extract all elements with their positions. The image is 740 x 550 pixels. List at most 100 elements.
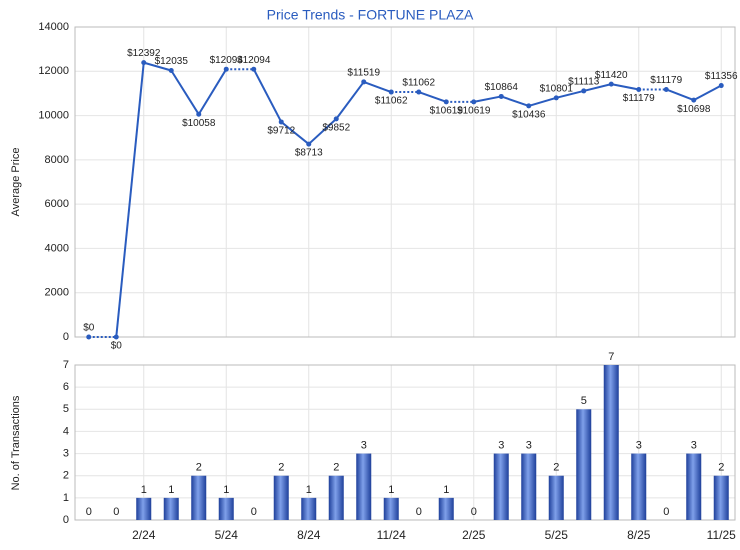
data-label: $8713	[295, 148, 323, 159]
data-label: 0	[251, 506, 257, 518]
data-label: 2	[196, 462, 202, 474]
point	[86, 334, 92, 340]
line-segment	[665, 88, 695, 102]
bar	[301, 497, 317, 520]
data-label: $12035	[155, 56, 189, 67]
x-tick-label: 5/24	[215, 528, 239, 542]
bar	[548, 475, 564, 520]
data-label: 0	[113, 506, 119, 518]
point	[636, 86, 642, 92]
data-label: 0	[663, 506, 669, 518]
point	[663, 86, 669, 92]
y-tick-label: 0	[63, 514, 69, 526]
point	[608, 81, 614, 87]
bar	[136, 497, 152, 520]
point	[333, 116, 339, 122]
data-label: 1	[443, 484, 449, 496]
x-tick-label: 2/24	[132, 528, 156, 542]
point	[361, 79, 367, 85]
point	[443, 99, 449, 105]
data-label: $9712	[267, 126, 295, 137]
data-label: $12094	[210, 55, 244, 66]
line-segment	[197, 68, 228, 115]
y-tick-label: 6	[63, 381, 69, 393]
bar	[631, 453, 647, 520]
data-label: 7	[608, 351, 614, 363]
data-label: 2	[718, 462, 724, 474]
data-label: $10801	[540, 83, 574, 94]
data-label: 3	[498, 439, 504, 451]
bar	[163, 497, 179, 520]
bar	[686, 453, 702, 520]
line-segment	[693, 84, 722, 101]
point	[223, 66, 229, 72]
x-tick-label: 2/25	[462, 528, 486, 542]
data-label: $10698	[677, 104, 711, 115]
bar	[356, 453, 372, 520]
point	[691, 97, 697, 103]
data-label: $11179	[623, 93, 655, 104]
point	[498, 93, 504, 99]
data-label: $11113	[568, 77, 600, 88]
bar	[603, 365, 619, 520]
bar	[713, 475, 729, 520]
line-segment	[418, 91, 447, 103]
y-tick-label: 3	[63, 447, 69, 459]
point	[168, 68, 174, 74]
data-label: $10436	[512, 110, 546, 121]
y-tick-label: 0	[63, 331, 69, 343]
line-segment	[308, 118, 337, 145]
data-label: 0	[86, 506, 92, 518]
y-tick-label: 4	[63, 425, 69, 437]
data-label: 1	[168, 484, 174, 496]
point	[553, 95, 559, 101]
data-label: 3	[636, 439, 642, 451]
data-label: 3	[361, 439, 367, 451]
data-label: 3	[526, 439, 532, 451]
line-segment	[500, 95, 530, 107]
y-tick-label: 14000	[38, 21, 69, 33]
data-label: $11356	[705, 71, 738, 82]
data-label: 1	[306, 484, 312, 496]
point	[388, 89, 394, 95]
data-label: 2	[333, 462, 339, 474]
data-label: $12392	[127, 48, 161, 59]
bar	[521, 453, 537, 520]
data-label: $10058	[182, 118, 216, 129]
y-tick-label: 12000	[38, 65, 69, 77]
data-label: $0	[111, 341, 123, 352]
line-segment	[473, 95, 502, 103]
point	[471, 99, 477, 105]
data-label: $10619	[457, 106, 491, 117]
data-label: $11179	[650, 75, 682, 86]
data-label: 0	[471, 506, 477, 518]
point	[251, 66, 257, 72]
line-segment	[583, 83, 612, 92]
bar	[273, 475, 289, 520]
data-label: $12094	[237, 55, 271, 66]
point	[113, 334, 119, 340]
line-segment	[528, 96, 557, 107]
x-tick-label: 11/25	[707, 528, 736, 542]
data-label: $10864	[485, 82, 519, 93]
bar	[191, 475, 207, 520]
y-tick-label: 7	[63, 359, 69, 371]
point	[416, 89, 422, 95]
data-label: $0	[83, 323, 95, 334]
y-tick-label: 4000	[45, 242, 69, 254]
data-label: $11062	[402, 78, 435, 89]
y-tick-label: 10000	[38, 109, 69, 121]
x-tick-label: 8/24	[297, 528, 321, 542]
line-segment	[115, 62, 145, 338]
point	[278, 119, 284, 125]
y-tick-label: 1	[63, 492, 69, 504]
bar	[493, 453, 509, 520]
data-label: 1	[141, 484, 147, 496]
point	[581, 88, 587, 94]
y-axis-title: Average Price	[10, 148, 22, 217]
data-label: $9852	[322, 122, 350, 133]
y-tick-label: 8000	[45, 154, 69, 166]
data-label: $11062	[375, 96, 408, 107]
y-tick-label: 5	[63, 403, 69, 415]
y-tick-label: 2	[63, 470, 69, 482]
